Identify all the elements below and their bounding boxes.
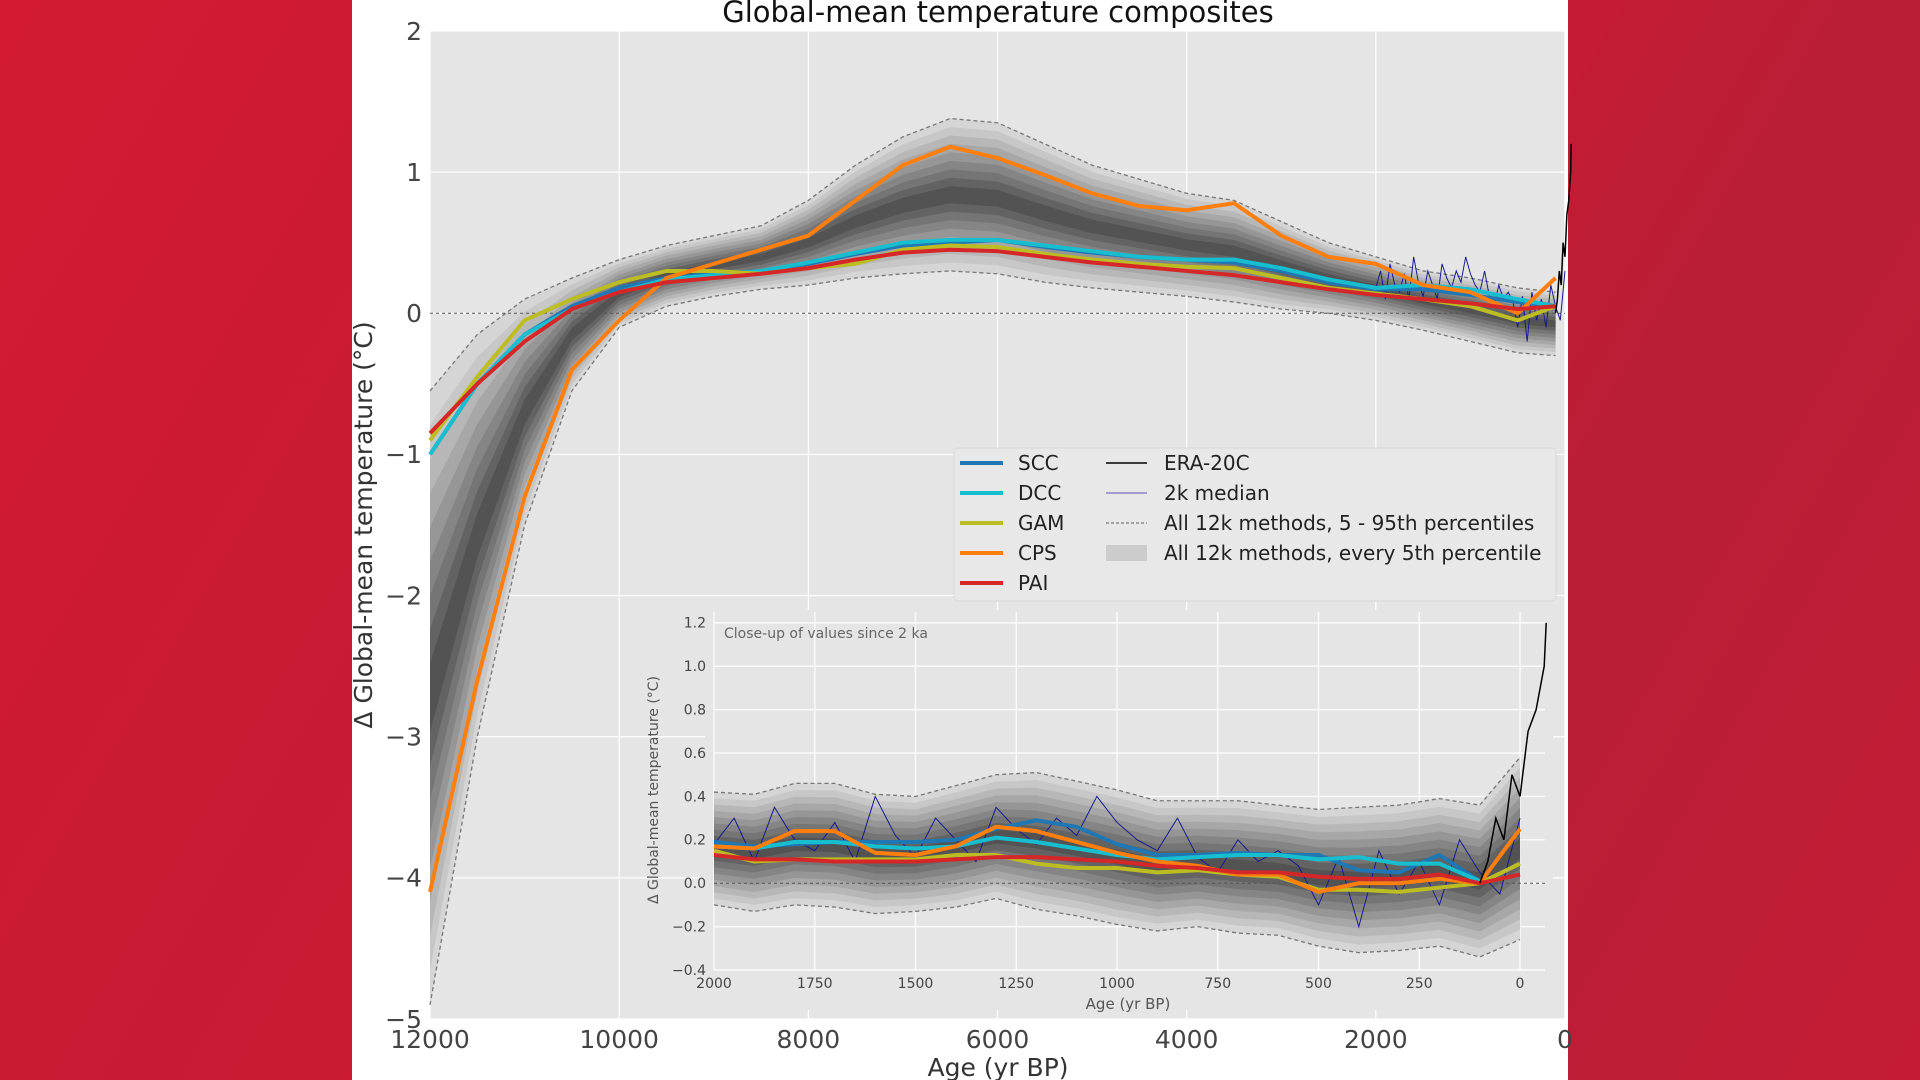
y-tick-label: 1.0 <box>684 659 706 675</box>
y-tick-label: −0.2 <box>672 920 706 936</box>
series-2k-median <box>713 795 1521 929</box>
series-era-20c <box>1554 143 1572 314</box>
x-tick-label: 10000 <box>579 1025 659 1054</box>
legend-label: All 12k methods, 5 - 95th percentiles <box>1164 511 1534 535</box>
series-pai <box>428 247 1556 435</box>
legend: SCC DCC GAM CPS PAI ERA-20C 2k median All 12k m… <box>953 447 1557 602</box>
y-tick-label: −5 <box>385 1005 422 1034</box>
y-tick-label: 1.2 <box>684 616 706 632</box>
inset-annotation: Close-up of values since 2 ka <box>724 626 928 642</box>
series-gam <box>713 848 1521 894</box>
x-tick-label: 750 <box>1204 976 1231 992</box>
legend-label: All 12k methods, every 5th percentile <box>1164 541 1541 565</box>
y-tick-label: 2 <box>406 17 422 46</box>
legend-label: PAI <box>1018 571 1048 595</box>
series-cps <box>713 824 1522 894</box>
y-tick-label: −3 <box>385 722 422 751</box>
legend-label: 2k median <box>1164 481 1270 505</box>
y-tick-label: 1 <box>406 158 422 187</box>
inset-y-axis-label: Δ Global-mean temperature (°C) <box>646 676 662 904</box>
x-tick-label: 8000 <box>777 1025 841 1054</box>
x-tick-label: 4000 <box>1155 1025 1219 1054</box>
y-tick-label: −0.4 <box>672 963 706 979</box>
band-5th-line <box>429 270 1556 1005</box>
legend-swatch-percentile-band <box>1106 545 1147 561</box>
x-tick-label: 0 <box>1557 1025 1573 1054</box>
legend-label: GAM <box>1018 511 1064 535</box>
legend-label: DCC <box>1018 481 1061 505</box>
series-cps <box>428 144 1557 893</box>
series-era-20c <box>1479 622 1547 884</box>
x-tick-label: 1000 <box>1099 976 1135 992</box>
x-tick-label: 1250 <box>998 976 1034 992</box>
band-95th-line <box>713 756 1521 811</box>
x-tick-label: 2000 <box>696 976 732 992</box>
band-95th-line <box>429 117 1556 392</box>
x-axis-label: Age (yr BP) <box>927 1053 1068 1080</box>
y-tick-label: −4 <box>385 864 422 893</box>
y-tick-label: 0.2 <box>684 833 706 849</box>
y-tick-label: 0.6 <box>684 746 706 762</box>
x-tick-label: 6000 <box>966 1025 1030 1054</box>
x-tick-label: 1500 <box>898 976 934 992</box>
legend-box <box>953 447 1557 602</box>
x-tick-label: 1750 <box>797 976 833 992</box>
y-tick-label: −2 <box>385 581 422 610</box>
x-tick-label: 2000 <box>1344 1025 1408 1054</box>
x-tick-label: 250 <box>1406 976 1433 992</box>
y-tick-label: 0.8 <box>684 703 706 719</box>
x-tick-label: 12000 <box>390 1025 470 1054</box>
band-5th-line <box>713 897 1521 958</box>
legend-label: CPS <box>1018 541 1057 565</box>
x-tick-label: 0 <box>1516 976 1525 992</box>
legend-label: SCC <box>1018 451 1059 475</box>
series-pai <box>713 853 1521 886</box>
legend-label: ERA-20C <box>1164 451 1250 475</box>
y-tick-label: 0.0 <box>684 876 706 892</box>
chart-title: Global-mean temperature composites <box>722 0 1274 29</box>
x-tick-label: 500 <box>1305 976 1332 992</box>
y-axis-label: Δ Global-mean temperature (°C) <box>349 321 378 728</box>
inset-x-axis-label: Age (yr BP) <box>1086 995 1171 1013</box>
y-tick-label: 0 <box>406 299 422 328</box>
y-tick-label: −1 <box>385 440 422 469</box>
series-dcc <box>713 835 1481 883</box>
y-tick-label: 0.4 <box>684 789 706 805</box>
